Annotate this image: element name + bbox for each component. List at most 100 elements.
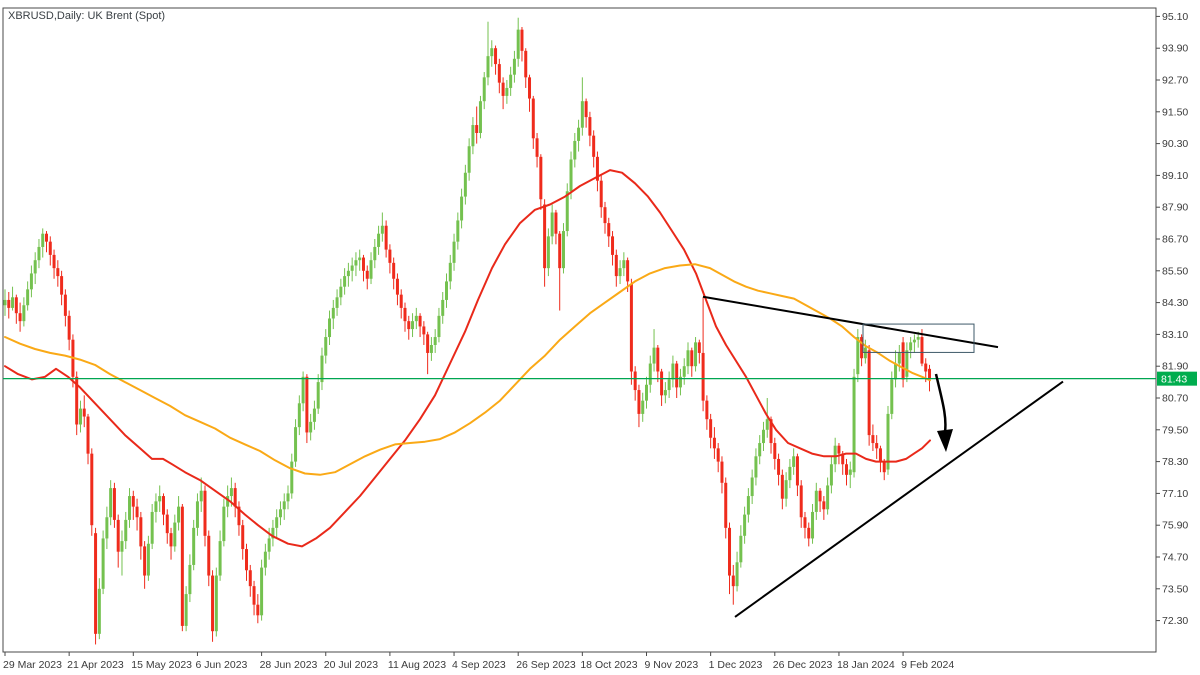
candle [97, 578, 101, 640]
candle-body [237, 506, 241, 526]
candle-body [818, 490, 822, 502]
candle [29, 265, 33, 298]
candle [135, 498, 139, 531]
candle [724, 477, 728, 539]
candle [765, 398, 769, 438]
candle-body [494, 48, 498, 65]
candle [754, 448, 758, 486]
candle-body [543, 204, 547, 269]
candle [818, 488, 822, 512]
candle [365, 265, 369, 290]
candle [905, 342, 909, 383]
candle [909, 337, 913, 359]
candle-body [909, 342, 913, 351]
candle [377, 225, 381, 255]
candle-body [195, 501, 199, 528]
price-tick-label: 91.50 [1162, 106, 1188, 118]
candle-body [577, 127, 581, 141]
consolidation-rectangle[interactable] [862, 323, 975, 353]
current-price-tag-value: 81.43 [1161, 374, 1187, 386]
candle [501, 77, 505, 110]
candle-body [252, 586, 256, 605]
candle [792, 448, 796, 475]
current-price-tag: 81.43 [1157, 371, 1197, 386]
candle [509, 66, 513, 96]
plot-border [2, 7, 1157, 653]
candle [173, 514, 177, 552]
candle-body [750, 477, 754, 497]
candle [890, 371, 894, 420]
candle-body [75, 376, 79, 425]
date-tick-label: 26 Dec 2023 [773, 659, 833, 671]
candle-body [392, 262, 396, 279]
candle [358, 249, 362, 271]
down-arrow-icon[interactable] [937, 429, 953, 452]
candle-body [316, 382, 320, 409]
candle-body [490, 48, 494, 57]
candle-body [773, 443, 777, 459]
candle-body [275, 517, 279, 528]
candle [705, 395, 709, 430]
candle [245, 543, 249, 581]
drawn-objects[interactable] [3, 295, 1156, 618]
candle [86, 413, 90, 465]
descending-trendline[interactable] [702, 295, 999, 349]
candle-body [369, 260, 373, 279]
candle [652, 329, 656, 372]
candle [339, 278, 343, 306]
candle [497, 58, 501, 94]
candle-body [475, 125, 479, 133]
candle-body [780, 474, 784, 499]
candle [350, 257, 354, 282]
price-tick-label: 93.90 [1162, 43, 1188, 55]
down-arrow-shaft[interactable] [934, 373, 947, 433]
candle-body [558, 233, 562, 269]
candle-body [607, 223, 611, 237]
candle [380, 212, 384, 242]
candle [580, 77, 584, 136]
candle-body [509, 74, 513, 88]
candle-body [233, 488, 237, 507]
price-tick-label: 87.90 [1162, 202, 1188, 214]
candle-body [478, 101, 482, 133]
candle-body [656, 347, 660, 372]
candle [63, 289, 67, 327]
date-tick-label: 21 Apr 2023 [67, 659, 124, 671]
candle [512, 50, 516, 83]
candle [294, 419, 298, 467]
candle [226, 485, 230, 518]
candle [773, 437, 777, 470]
price-tick-label: 84.30 [1162, 297, 1188, 309]
candle [811, 504, 815, 544]
candle-body [248, 570, 252, 587]
candle [550, 204, 554, 245]
candle-body [667, 379, 671, 391]
candle [614, 249, 618, 287]
candle-body [161, 496, 165, 515]
candle-body [18, 313, 22, 322]
candle-body [56, 268, 60, 277]
candle-body [63, 294, 67, 316]
candle [780, 469, 784, 510]
candle-body [471, 125, 475, 147]
price-tick-label: 95.10 [1162, 11, 1188, 23]
candle-body [712, 437, 716, 449]
candle-body [886, 413, 890, 470]
candle [403, 302, 407, 332]
candle [14, 294, 18, 324]
candle [795, 453, 799, 497]
candle-body [678, 376, 682, 388]
candle [822, 496, 826, 520]
candle-body [335, 297, 339, 308]
candle-body [844, 464, 848, 475]
candle-body [746, 496, 750, 515]
candle-body [614, 254, 618, 277]
candle [207, 530, 211, 587]
price-tick-label: 83.10 [1162, 329, 1188, 341]
date-tick-label: 11 Aug 2023 [388, 659, 446, 671]
candle-body [188, 564, 192, 595]
ascending-trendline[interactable] [734, 380, 1064, 618]
candle [301, 371, 305, 412]
candle [192, 519, 196, 571]
